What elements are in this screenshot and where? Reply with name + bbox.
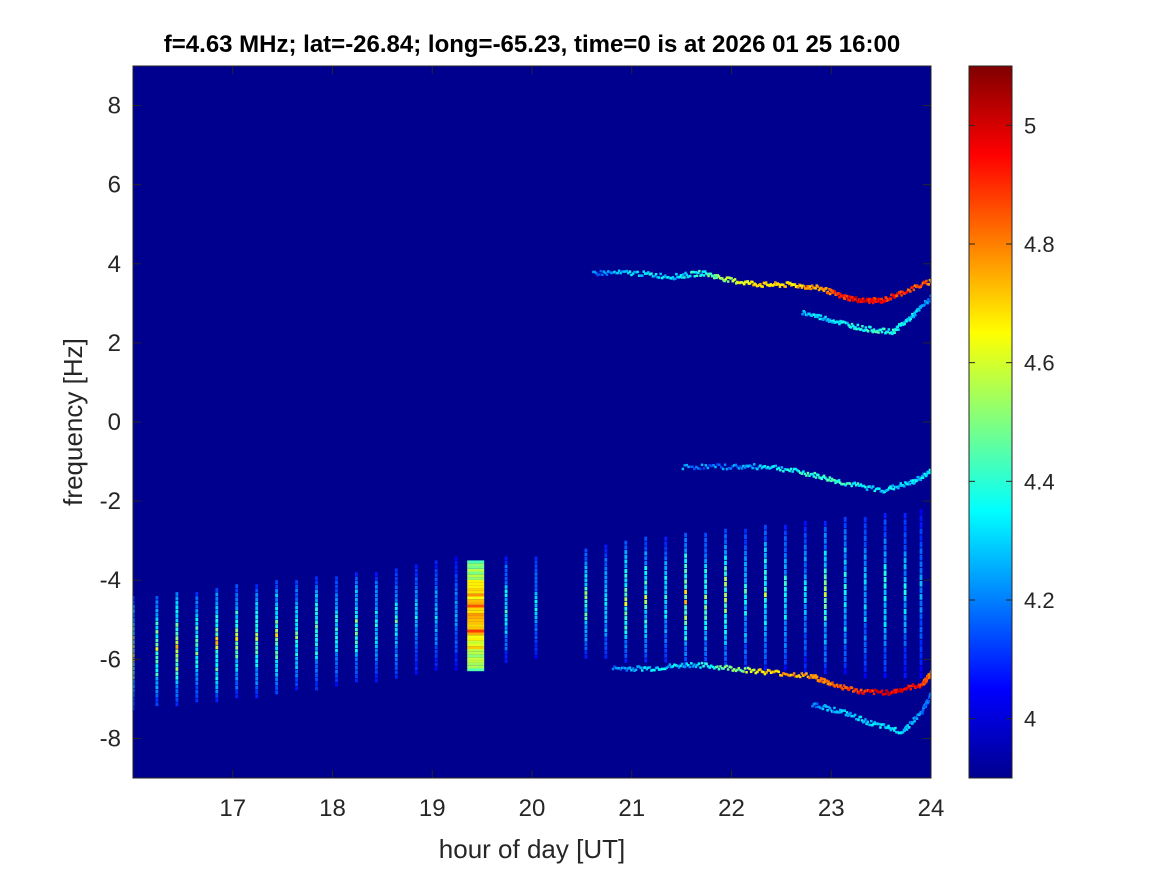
streak [883, 513, 887, 679]
colorbar-tick-label: 5 [1024, 113, 1036, 138]
colorbar [968, 65, 1013, 779]
streak [454, 556, 458, 671]
y-tick-label: 6 [108, 172, 121, 199]
streak [823, 520, 827, 675]
x-axis-ticks: 17 18 19 20 21 22 23 24 [219, 66, 944, 822]
streak [664, 536, 668, 663]
streak [504, 556, 508, 663]
streak [175, 592, 179, 707]
streak [215, 588, 219, 703]
streak [434, 560, 438, 671]
heatmap-layer [133, 269, 931, 735]
x-axis-label: hour of day [UT] [439, 834, 625, 864]
x-tick-label: 22 [718, 795, 745, 822]
streak [684, 532, 687, 667]
y-tick-label: -2 [100, 488, 121, 515]
chart-title: f=4.63 MHz; lat=-26.84; long=-65.23, tim… [164, 31, 900, 58]
plot-frame [132, 65, 932, 779]
streak [195, 592, 199, 703]
y-tick-label: -4 [100, 567, 121, 594]
streak [355, 572, 358, 683]
y-tick-label: 2 [108, 330, 121, 357]
lower-trace [611, 661, 931, 696]
lower-lower-trace [811, 690, 931, 735]
y-tick-label: -6 [100, 646, 121, 673]
colorbar-tick-label: 4 [1024, 707, 1036, 732]
plot-area [133, 66, 931, 778]
x-tick-label: 23 [818, 795, 845, 822]
streak [604, 544, 608, 659]
colorbar-ticks: 4 4.2 4.4 4.6 4.8 5 [969, 113, 1055, 732]
x-tick-label: 18 [319, 795, 346, 822]
streak [803, 520, 807, 675]
streak [394, 568, 398, 679]
streak [295, 580, 298, 691]
upper-trace [591, 269, 931, 305]
x-tick-label: 20 [519, 795, 546, 822]
x-tick-label: 17 [219, 795, 246, 822]
streak [903, 513, 907, 679]
streak [375, 572, 378, 683]
streak [764, 524, 767, 671]
y-tick-label: 4 [108, 251, 121, 278]
x-tick-label: 21 [618, 795, 645, 822]
streak [534, 556, 538, 659]
y-tick-label: 0 [108, 409, 121, 436]
colorbar-tick-label: 4.4 [1024, 469, 1055, 494]
colorbar-tick-label: 4.2 [1024, 588, 1055, 613]
streak [155, 596, 159, 707]
streak [644, 536, 648, 663]
y-axis-label: frequency [Hz] [58, 338, 88, 506]
streak [235, 584, 239, 699]
streak [624, 540, 628, 663]
x-tick-label: 24 [918, 795, 945, 822]
streak [919, 509, 923, 679]
streak [414, 564, 418, 675]
streak [724, 528, 727, 667]
y-axis-ticks: -8 -6 -4 -2 0 2 4 6 8 [100, 93, 931, 752]
y-tick-label: 8 [108, 93, 121, 120]
y-tick-label: -8 [100, 725, 121, 752]
bright-block [467, 560, 485, 672]
streak [255, 584, 259, 699]
streak [275, 580, 278, 695]
colorbar-tick-label: 4.8 [1024, 232, 1055, 257]
streak [584, 548, 588, 659]
streak [335, 576, 338, 687]
streak [784, 524, 787, 671]
x-tick-label: 19 [419, 795, 446, 822]
upper-lower-trace [801, 294, 931, 336]
streak [863, 516, 867, 679]
streak [133, 596, 135, 711]
streak [315, 576, 318, 691]
colorbar-tick-label: 4.6 [1024, 351, 1055, 376]
streak [843, 516, 847, 675]
middle-trace [681, 463, 931, 494]
